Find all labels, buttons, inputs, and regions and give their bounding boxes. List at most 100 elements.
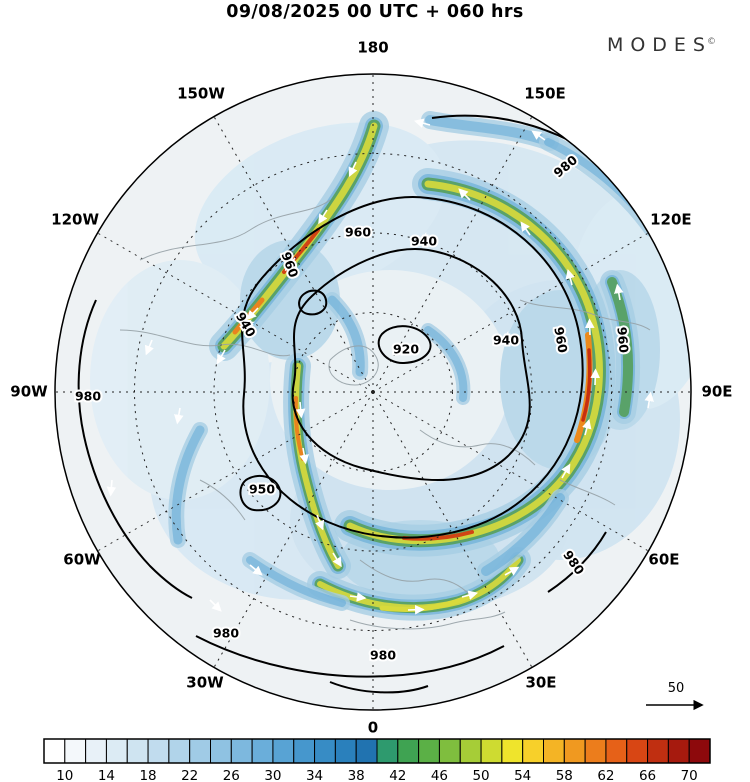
wind-arrow <box>413 118 431 128</box>
colorbar-cell <box>105 738 128 764</box>
wind-arrow <box>531 130 546 141</box>
wind-arrow <box>565 268 575 286</box>
wind-arrow <box>655 234 665 251</box>
contour-label: 980 <box>370 648 396 663</box>
jet-streak <box>424 326 468 402</box>
graticule-parallel <box>213 232 533 552</box>
wind-arrow <box>458 188 471 201</box>
meridian-label: 120W <box>51 211 99 229</box>
colorbar-tick: 34 <box>306 768 323 782</box>
colorbar-cell <box>522 738 544 764</box>
colorbar-cell <box>293 738 316 764</box>
colorbar-cell <box>543 738 565 764</box>
contour-label: 980 <box>213 626 239 641</box>
colorbar-tick: 66 <box>639 768 656 782</box>
colorbar-cell <box>459 738 482 764</box>
colorbar-tick: 50 <box>472 768 489 782</box>
colorbar-tick: 58 <box>556 768 573 782</box>
pressure-contours <box>77 114 659 694</box>
wind-arrow <box>644 391 654 409</box>
meridian-label: 30E <box>525 673 556 691</box>
colorbar-cell <box>85 738 107 764</box>
colorbar-cell <box>688 738 711 764</box>
colorbar-cell <box>376 738 399 764</box>
wind-arrow <box>295 401 306 419</box>
jet-streak <box>481 493 565 576</box>
meridian-label: 150W <box>177 85 225 103</box>
colorbar-cell <box>647 738 669 764</box>
colorbar-cell <box>605 738 628 764</box>
colorbar-frame <box>43 738 711 764</box>
wind-arrow <box>582 418 592 436</box>
colorbar-cell <box>397 738 420 764</box>
wind-arrow <box>246 307 259 321</box>
colorbar: 10 14 18 22 26 30 34 38 42 46 50 54 58 62 66 70 <box>43 738 711 782</box>
wind-arrow <box>504 566 520 576</box>
meridian-label: 60W <box>63 551 101 569</box>
colorbar-cell <box>667 738 690 764</box>
contour-label: 950 <box>249 482 275 497</box>
contour-label: 960 <box>614 326 631 354</box>
jet-core <box>379 593 473 612</box>
colorbar-tick: 30 <box>264 768 281 782</box>
colorbar-cell <box>189 738 211 764</box>
meridian-labels: 180 150E 120E 90E 60E 30E 0 30W 60W 90W 120W 150W <box>10 39 732 737</box>
contour-label: 920 <box>393 342 419 357</box>
graticule <box>55 74 691 710</box>
wind-arrow <box>284 257 296 272</box>
colorbar-tick: 22 <box>181 768 198 782</box>
contour-label: 940 <box>493 333 519 348</box>
colorbar-cell <box>584 738 607 764</box>
chart-title: 09/08/2025 00 UTC + 060 hrs <box>226 2 524 22</box>
jet-streak <box>607 277 633 417</box>
contour-label: 940 <box>411 234 437 249</box>
meridian-label: 180 <box>357 39 388 57</box>
coastlines <box>119 199 651 630</box>
contour-label: 960 <box>551 326 570 355</box>
colorbar-tick: 54 <box>514 768 531 782</box>
colorbar-tick: 14 <box>98 768 115 782</box>
copyright-mark: © <box>707 36 716 47</box>
map-boundary <box>54 73 692 711</box>
jet-streak <box>327 295 365 377</box>
wind-arrow <box>249 564 263 576</box>
modes-logo-text: MODES <box>606 34 712 56</box>
colorbar-cell <box>168 738 191 764</box>
wind-arrow <box>349 592 367 602</box>
contour-label: 960 <box>345 225 371 240</box>
colorbar-cell <box>147 738 170 764</box>
wind-arrow <box>318 209 328 225</box>
meridian-label: 0 <box>368 719 378 737</box>
reference-vector-label: 50 <box>668 681 685 696</box>
colorbar-cell <box>438 738 461 764</box>
contour-label: 980 <box>75 389 101 404</box>
colorbar-cell <box>126 738 149 764</box>
graticule-parallel <box>293 312 453 472</box>
colorbar-cell <box>230 738 253 764</box>
colorbar-tick: 26 <box>223 768 240 782</box>
colorbar-cell <box>355 738 378 764</box>
colorbar-tick: 10 <box>56 768 73 782</box>
wind-arrow <box>174 407 184 425</box>
jet-core <box>581 348 592 422</box>
colorbar-cell <box>334 738 357 764</box>
colorbar-cell <box>314 738 336 764</box>
colorbar-tick: 42 <box>389 768 406 782</box>
wind-arrow <box>332 552 342 568</box>
wind-arrow <box>209 599 222 612</box>
meridian-label: 30W <box>186 673 224 691</box>
wind-arrow <box>461 590 479 600</box>
wind-arrow <box>216 349 226 365</box>
wind-arrow <box>407 604 425 615</box>
wind-arrow <box>144 339 154 356</box>
colorbar-cell <box>626 738 649 764</box>
meridian-label: 120E <box>650 211 692 229</box>
wind-arrow <box>590 368 601 386</box>
colorbar-tick: 18 <box>139 768 156 782</box>
colorbar-cell <box>210 738 232 764</box>
colorbar-tick: 46 <box>431 768 448 782</box>
colorbar-cell <box>251 738 274 764</box>
